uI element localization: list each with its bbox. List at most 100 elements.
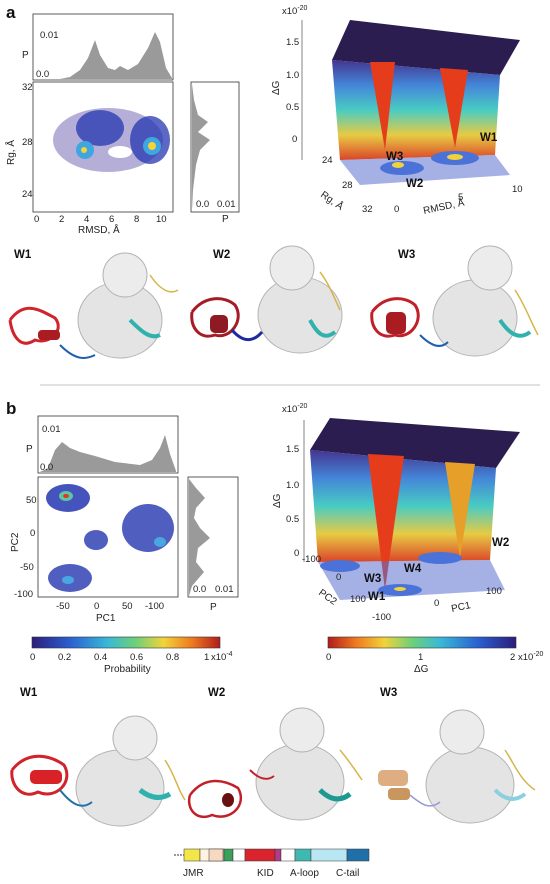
legend-label-ctail: C-tail xyxy=(336,868,359,879)
prob-tick-08: 0.8 xyxy=(166,652,179,663)
axis1-label: Rg, Å xyxy=(318,188,346,213)
x-tick-8: 8 xyxy=(134,214,139,225)
top-histogram-a: 0.01 0.0 P xyxy=(22,13,174,81)
x-tick-2: 2 xyxy=(59,214,64,225)
legend-label-aloop: A-loop xyxy=(290,868,319,879)
panel-b: b 0.01 0.0 P 50 0 -50 -100 -50 0 50 -100… xyxy=(6,399,544,879)
y-tick-24: 24 xyxy=(22,189,33,200)
well-label-w1: W1 xyxy=(368,591,386,603)
axis1-tick-28: 28 xyxy=(342,180,353,191)
axis2-tick-100: 100 xyxy=(486,586,502,597)
energy-surface-a: x10-20 1.5 1.0 0.5 0 ΔG W1 W2 W3 24 28 3… xyxy=(271,5,523,217)
legend-kid-swatch xyxy=(244,848,276,862)
prob-exponent: x10-4 xyxy=(211,651,233,663)
dg-tick-2: 2 xyxy=(510,652,515,663)
dg-tick-0: 0 xyxy=(326,652,331,663)
z-tick-15: 1.5 xyxy=(286,444,299,455)
legend-jmr-swatch xyxy=(183,848,201,862)
hist-ymin-label: 0.0 xyxy=(40,462,53,473)
hist-xmin-label: 0.0 xyxy=(196,199,209,210)
structure-w3-image xyxy=(378,709,536,824)
z-tick-0: 0 xyxy=(294,548,299,559)
well-label-w3: W3 xyxy=(386,151,403,163)
dg-tick-1: 1 xyxy=(418,652,423,663)
well-label-w1: W1 xyxy=(480,132,498,144)
structure-w2-image xyxy=(190,245,343,354)
legend-aloop-swatch xyxy=(294,848,312,862)
structure-label-w3: W3 xyxy=(380,687,397,699)
structure-w1-image xyxy=(10,715,186,827)
panel-label-a: a xyxy=(6,3,16,22)
legend-label-kid: KID xyxy=(257,868,274,879)
hist-xmax-label: 0.01 xyxy=(215,584,234,595)
y-tick-0: 0 xyxy=(30,528,35,539)
hist-axis-label: P xyxy=(26,444,33,455)
right-histogram-b: 0.0 0.01 P xyxy=(187,476,239,613)
top-histogram-b: 0.01 0.0 P xyxy=(26,415,179,474)
x-tick-10: 10 xyxy=(156,214,167,225)
legend-ctail-swatch xyxy=(346,848,370,862)
prob-tick-0: 0 xyxy=(30,652,35,663)
y-axis-label: Rg, Å xyxy=(4,140,17,165)
structures-b: W1 W2 W3 xyxy=(10,687,536,827)
z-tick-05: 0.5 xyxy=(286,102,299,113)
well-label-w3: W3 xyxy=(364,573,381,585)
domain-legend: JMR KID A-loop C-tail xyxy=(174,848,370,879)
structure-w3-image xyxy=(370,245,539,357)
z-axis-label: ΔG xyxy=(271,80,282,95)
z-tick-05: 0.5 xyxy=(286,514,299,525)
hist-xmin-label: 0.0 xyxy=(193,584,206,595)
right-histogram-a: 0.0 0.01 P xyxy=(190,81,240,225)
axis2-tick-minus100: -100 xyxy=(372,612,391,623)
axis1-tick-100: 100 xyxy=(350,594,366,605)
x-tick-minus50: -50 xyxy=(56,601,70,612)
prob-tick-06: 0.6 xyxy=(130,652,143,663)
probability-colorbar: 0 0.2 0.4 0.6 0.8 1 x10-4 Probability xyxy=(30,636,233,675)
z-tick-0: 0 xyxy=(292,134,297,145)
z-tick-10: 1.0 xyxy=(286,480,299,491)
structure-w2-image xyxy=(187,707,363,821)
hist-ymax-label: 0.01 xyxy=(40,30,59,41)
histogram-fill xyxy=(36,32,172,79)
y-tick-28: 28 xyxy=(22,137,33,148)
axis2-tick-0: 0 xyxy=(394,204,399,215)
y-tick-32: 32 xyxy=(22,82,33,93)
y-tick-minus50: -50 xyxy=(20,562,34,573)
scatter-plot-a: 32 28 24 0 2 4 6 8 10 RMSD, Å Rg, Å xyxy=(4,81,174,236)
structure-w1-image xyxy=(8,252,179,359)
hist-axis-label: P xyxy=(222,214,229,225)
x-tick-0: 0 xyxy=(34,214,39,225)
energy-surface-b: x10-20 1.5 1.0 0.5 0 ΔG W1 W2 W3 W4 -100… xyxy=(272,403,520,623)
x-axis-label: RMSD, Å xyxy=(78,223,120,236)
structure-label-w3: W3 xyxy=(398,249,415,261)
hist-axis-label: P xyxy=(22,50,29,61)
dg-colorbar-label: ΔG xyxy=(414,664,429,675)
structure-label-w1: W1 xyxy=(20,687,38,699)
axis1-tick-32: 32 xyxy=(362,204,373,215)
axis2-tick-5: 5 xyxy=(458,192,463,203)
well-label-w2: W2 xyxy=(492,537,509,549)
axis1-tick-24: 24 xyxy=(322,155,333,166)
y-axis-label: PC2 xyxy=(10,532,21,552)
zscale-prefix: x10-20 xyxy=(282,403,308,415)
x-tick-50: 50 xyxy=(122,601,133,612)
prob-tick-02: 0.2 xyxy=(58,652,71,663)
dg-exponent: x10-20 xyxy=(518,651,544,663)
axis1-tick-0: 0 xyxy=(336,572,341,583)
dg-colorbar: 0 1 2 x10-20 ΔG xyxy=(326,636,544,675)
y-tick-50: 50 xyxy=(26,495,37,506)
x-tick-minus100: -100 xyxy=(145,601,164,612)
hist-ymin-label: 0.0 xyxy=(36,69,49,80)
panel-label-b: b xyxy=(6,399,16,418)
well-label-w2: W2 xyxy=(406,178,423,190)
axis2-label: PC1 xyxy=(450,600,472,615)
x-tick-4: 4 xyxy=(84,214,89,225)
z-tick-15: 1.5 xyxy=(286,37,299,48)
legend-label-jmr: JMR xyxy=(183,868,204,879)
structure-label-w2: W2 xyxy=(208,687,225,699)
panel-a: a 0.01 0.0 P 32 28 24 0 2 4 6 8 10 RMSD,… xyxy=(4,3,540,386)
prob-tick-1: 1 xyxy=(204,652,209,663)
axis2-tick-0: 0 xyxy=(434,598,439,609)
x-tick-0: 0 xyxy=(94,601,99,612)
zscale-prefix: x10-20 xyxy=(282,5,308,17)
